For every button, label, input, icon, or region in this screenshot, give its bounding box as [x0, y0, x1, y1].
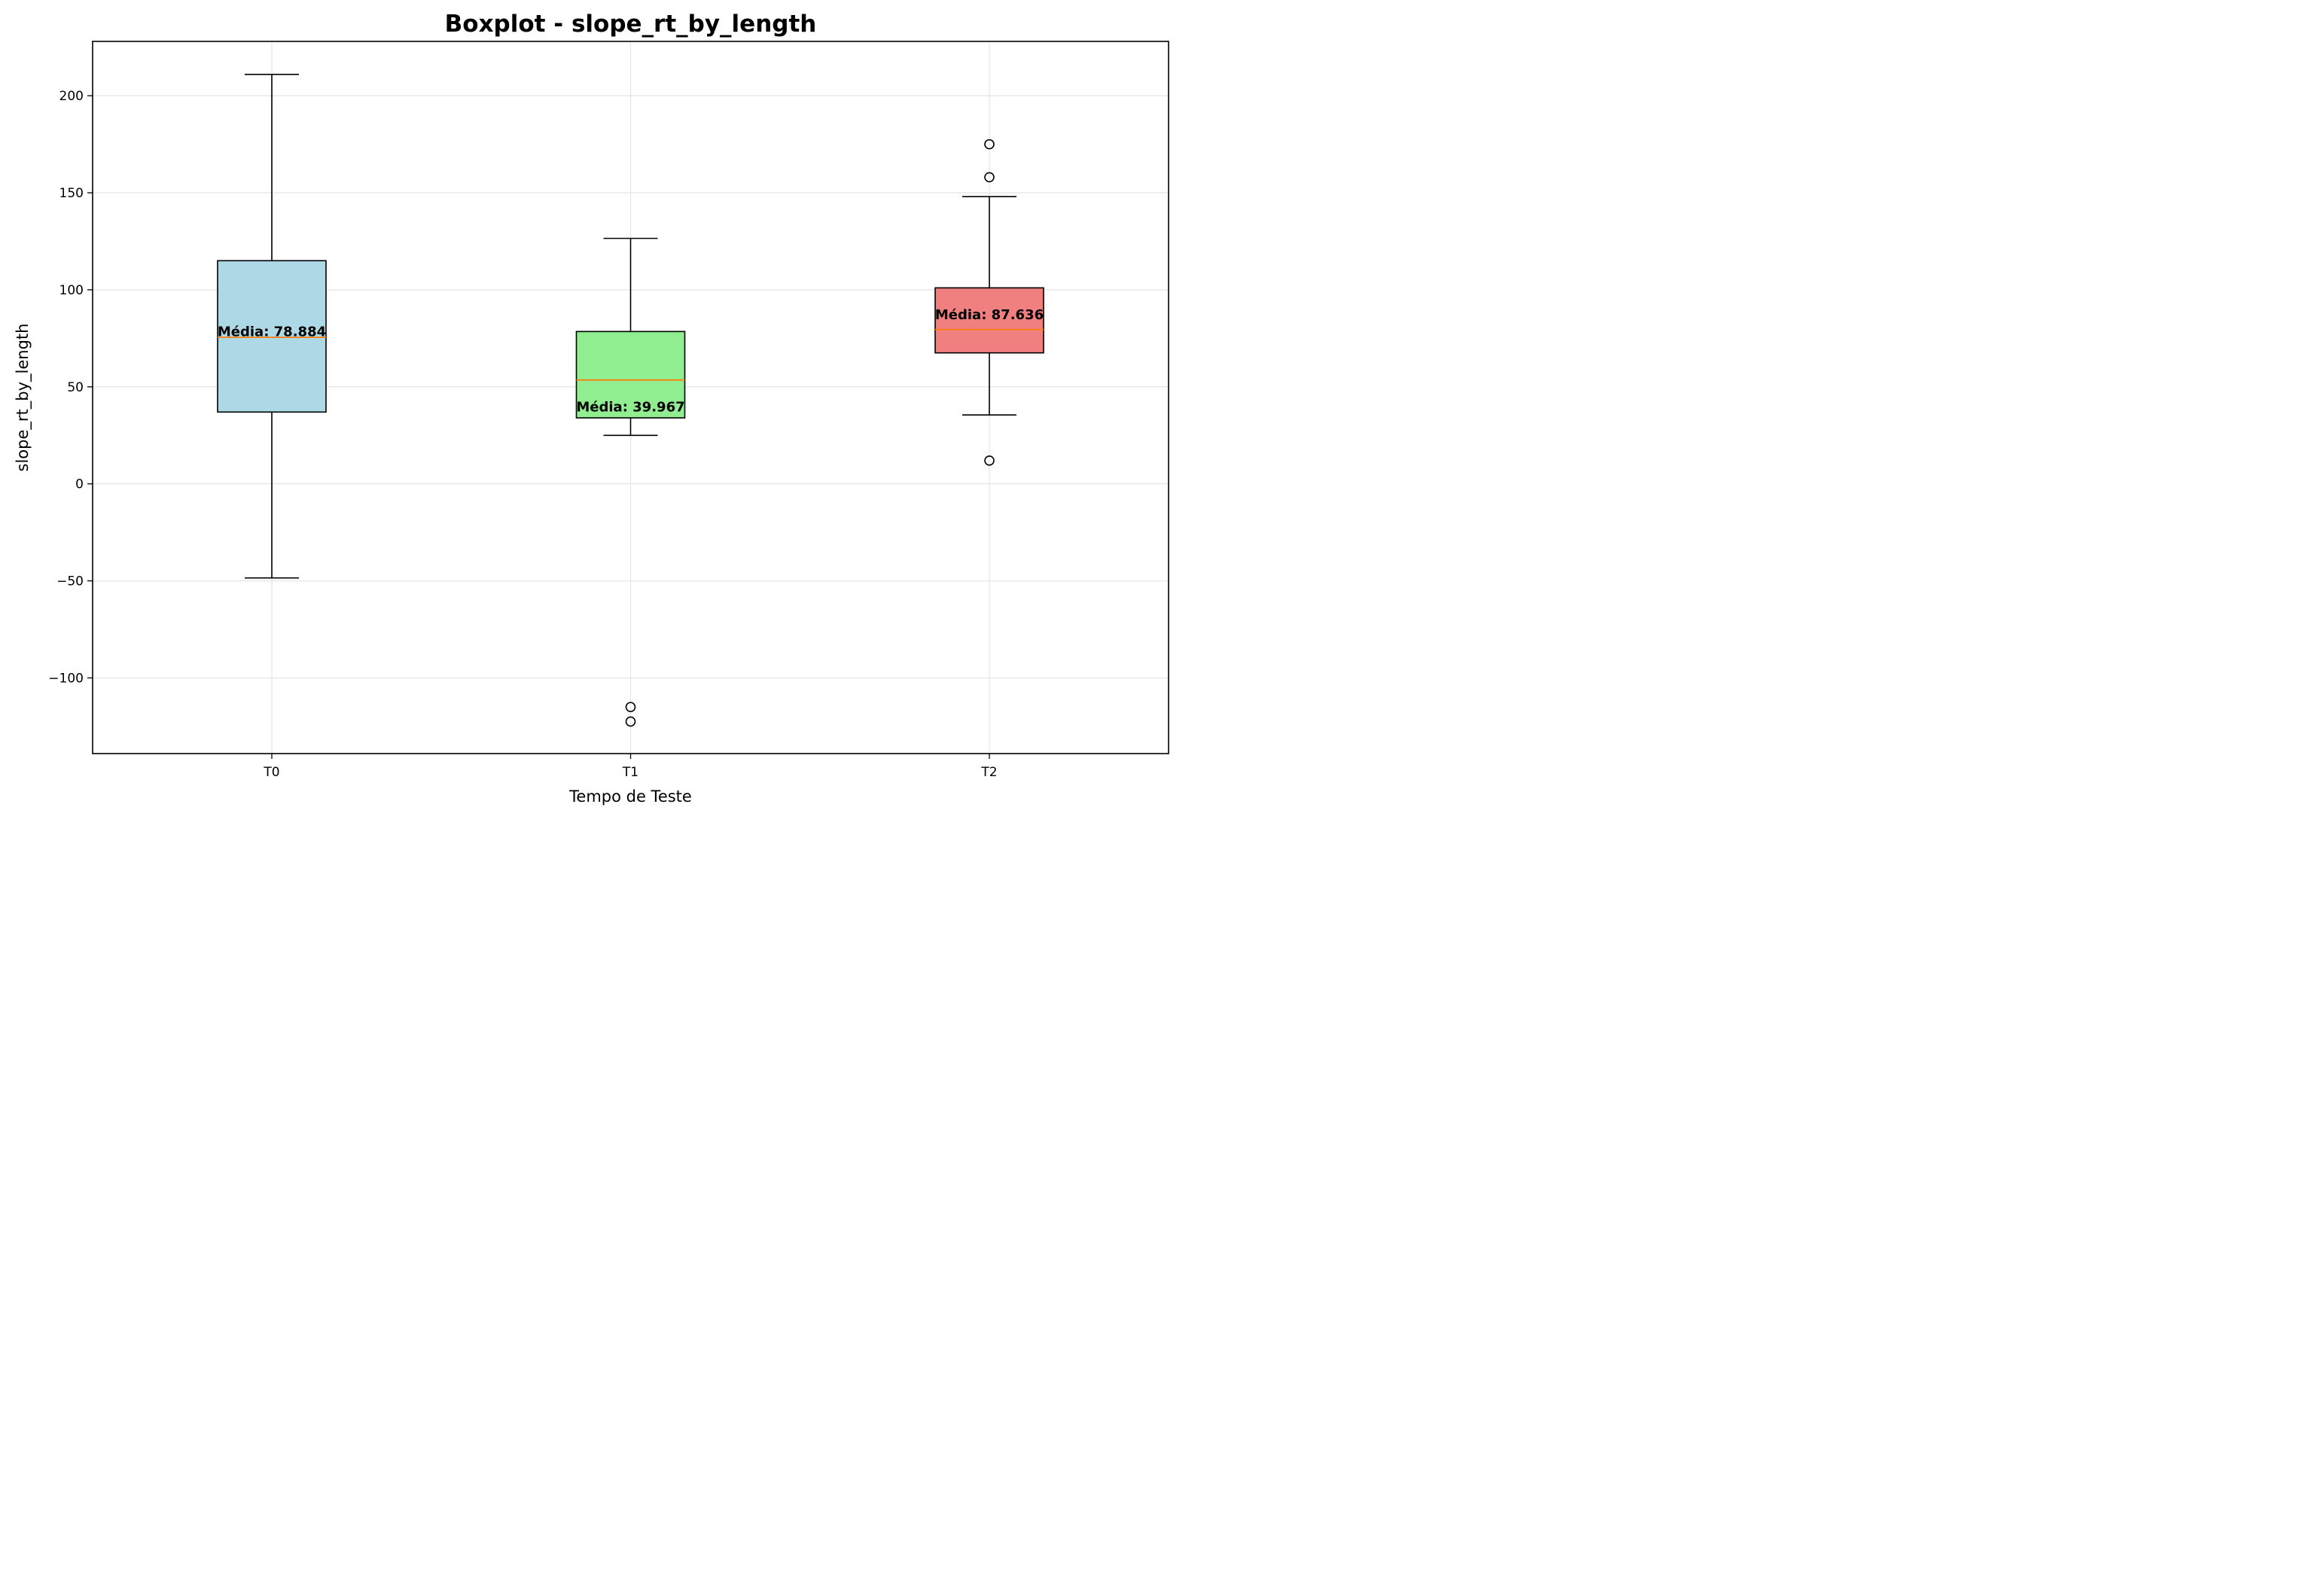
y-axis-label: slope_rt_by_length — [14, 324, 32, 472]
box-t1 — [575, 330, 686, 419]
outlier-point — [625, 702, 636, 712]
mean-label: Média: 39.967 — [576, 400, 684, 416]
y-tick-label: −50 — [56, 574, 84, 589]
y-tick-label: 150 — [59, 186, 84, 201]
y-tick-label: −100 — [48, 671, 84, 686]
outlier-point — [625, 716, 636, 727]
outlier-point — [984, 455, 995, 466]
y-tick-label: 100 — [59, 283, 84, 298]
tick-layer: −100 −50 0 50 100 150 200 T0 T1 T2 — [48, 89, 997, 780]
y-tick-label: 0 — [75, 477, 84, 492]
x-tick-label: T2 — [980, 765, 997, 780]
mean-label: Média: 87.636 — [935, 307, 1044, 323]
outlier-point — [984, 139, 995, 150]
box-t2 — [934, 287, 1044, 354]
x-tick-label: T0 — [263, 765, 279, 780]
chart-title: Boxplot - slope_rt_by_length — [445, 11, 817, 38]
box-t0 — [217, 260, 327, 413]
y-tick-label: 50 — [67, 380, 84, 395]
y-tick-label: 200 — [59, 89, 84, 104]
x-tick-label: T1 — [622, 765, 638, 780]
x-axis-label: Tempo de Teste — [568, 787, 692, 806]
box-layer: Média: 78.884 Média: 39.967 Média: 87.636 — [217, 74, 1044, 727]
outlier-point — [984, 172, 995, 183]
mean-label: Média: 78.884 — [218, 324, 326, 340]
